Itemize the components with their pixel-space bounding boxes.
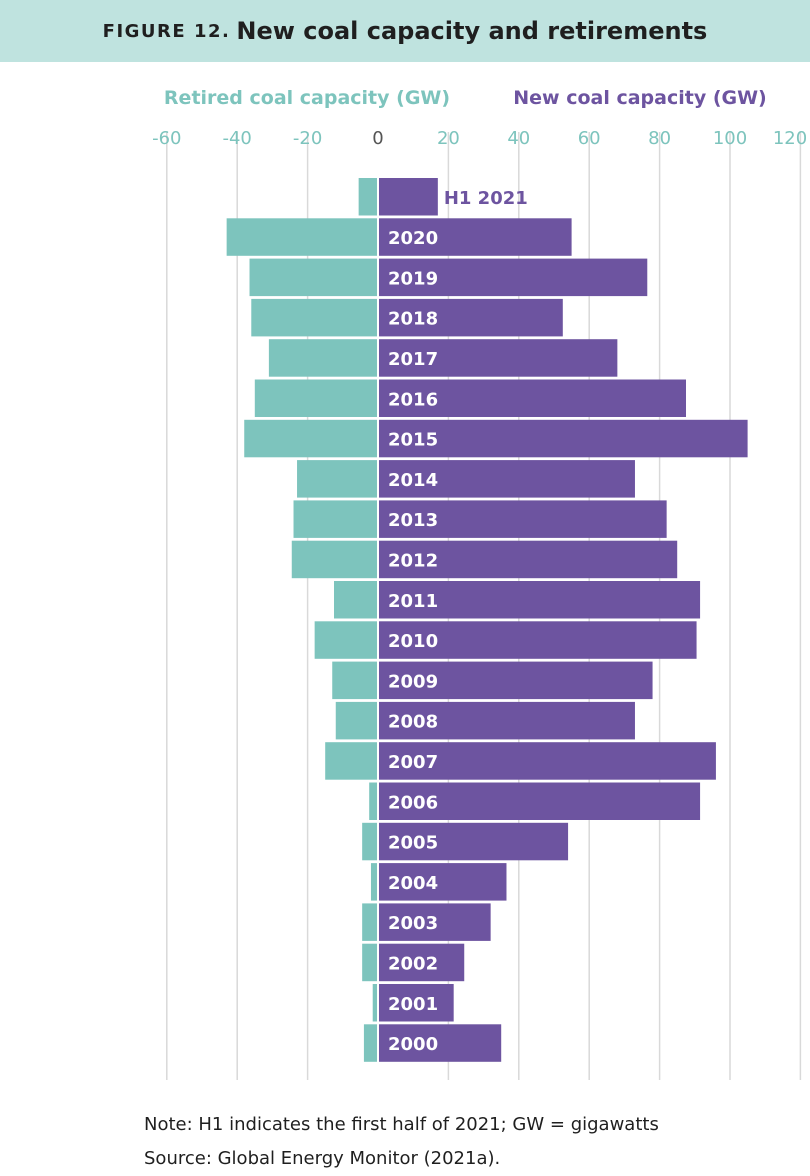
new-bar [378, 822, 569, 861]
category-label: 2014 [388, 470, 438, 491]
retired-bar [332, 661, 378, 700]
x-tick-label: 100 [713, 128, 747, 149]
new-bar [378, 903, 491, 941]
retired-bar [372, 984, 378, 1022]
category-label: H1 2021 [444, 188, 528, 209]
new-bar [378, 460, 635, 498]
retired-bar [335, 701, 378, 740]
retired-bar [362, 822, 378, 861]
category-label: 2011 [388, 591, 438, 612]
new-bar [378, 701, 635, 740]
retired-bar [249, 258, 378, 297]
figure-label: FIGURE 12. [102, 20, 231, 42]
category-label: 2012 [388, 550, 438, 571]
category-label: 2001 [388, 994, 438, 1015]
figure-title: New coal capacity and retirements [236, 17, 708, 45]
new-bar [378, 943, 465, 982]
retired-bar [226, 218, 378, 256]
retired-bar [291, 540, 378, 579]
new-bar [378, 500, 667, 538]
new-bar [378, 540, 678, 579]
x-tick-label: -20 [293, 128, 322, 149]
category-label: 2008 [388, 712, 438, 733]
note-text: Note: H1 indicates the first half of 202… [144, 1114, 659, 1135]
x-tick-label: 20 [437, 128, 460, 149]
retired-bar [297, 460, 378, 498]
x-tick-label: 60 [578, 128, 601, 149]
category-label: 2003 [388, 913, 438, 934]
category-label: 2007 [388, 752, 438, 773]
new-bar [378, 419, 748, 458]
new-bar [378, 863, 507, 901]
new-bar [378, 218, 572, 256]
x-tick-label: 40 [507, 128, 530, 149]
retired-bar [293, 500, 378, 538]
retired-bar [268, 339, 378, 377]
chart-area: Retired coal capacity (GW) New coal capac… [152, 87, 807, 1080]
new-bar [378, 178, 438, 216]
x-tick-label: 80 [648, 128, 671, 149]
category-label: 2016 [388, 389, 438, 410]
new-bar [378, 742, 716, 780]
category-label: 2017 [388, 349, 438, 370]
new-bar [378, 339, 618, 377]
notes-block: Note: H1 indicates the first half of 202… [144, 1108, 784, 1176]
retired-bar [363, 1024, 378, 1062]
x-tick-label: -60 [152, 128, 181, 149]
category-label: 2006 [388, 792, 438, 813]
retired-bar [370, 863, 378, 901]
retired-bar [314, 621, 378, 659]
retired-bar [251, 298, 378, 337]
legend-new: New coal capacity (GW) [513, 87, 767, 109]
new-bar [378, 984, 454, 1022]
retired-bar [362, 903, 378, 941]
category-label: 2010 [388, 631, 438, 652]
category-label: 2000 [388, 1034, 438, 1055]
category-label: 2013 [388, 510, 438, 531]
retired-bar [358, 178, 378, 216]
new-bar [378, 621, 697, 659]
category-label: 2019 [388, 268, 438, 289]
category-label: 2002 [388, 953, 438, 974]
figure-header [0, 0, 810, 62]
category-label: 2015 [388, 430, 438, 451]
retired-bar [362, 943, 378, 982]
new-bar [378, 581, 701, 619]
new-bar [378, 258, 648, 297]
x-tick-label: -40 [222, 128, 251, 149]
retired-bar [325, 742, 378, 780]
retired-bar [254, 379, 378, 417]
figure-title-bar: FIGURE 12. New coal capacity and retirem… [0, 0, 810, 62]
new-bar [378, 782, 701, 820]
new-bar [378, 661, 653, 700]
source-text: Source: Global Energy Monitor (2021a). [144, 1148, 501, 1169]
new-bar [378, 379, 686, 417]
new-bar [378, 1024, 502, 1062]
retired-bar [244, 419, 378, 458]
retired-bar [369, 782, 378, 820]
legend-retired: Retired coal capacity (GW) [164, 87, 450, 109]
x-tick-label: 0 [372, 128, 383, 149]
new-bar [378, 298, 563, 337]
category-label: 2005 [388, 833, 438, 854]
category-label: 2004 [388, 873, 438, 894]
retired-bar [334, 581, 378, 619]
category-label: 2018 [388, 309, 438, 330]
category-label: 2020 [388, 228, 438, 249]
x-tick-label: 120 [773, 128, 807, 149]
category-label: 2009 [388, 671, 438, 692]
